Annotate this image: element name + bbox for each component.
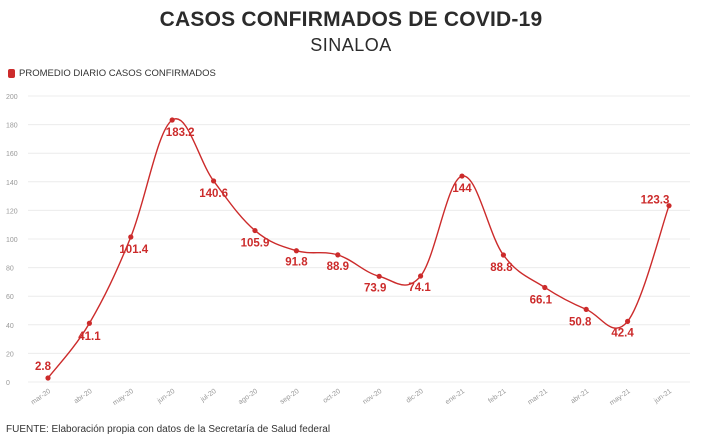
x-tick-label: jun-21 — [652, 388, 673, 406]
data-point — [625, 318, 631, 324]
x-tick-label: mar-21 — [527, 388, 549, 407]
y-tick-label: 160 — [6, 151, 18, 158]
data-point — [86, 320, 92, 326]
legend-swatch — [8, 69, 15, 78]
y-tick-label: 180 — [6, 123, 18, 130]
data-point — [293, 248, 299, 254]
data-point — [542, 284, 548, 291]
y-tick-label: 120 — [6, 208, 18, 215]
data-point — [666, 203, 672, 209]
data-label: 66.1 — [530, 294, 553, 306]
y-tick-label: 20 — [6, 351, 14, 358]
data-label: 50.8 — [569, 316, 592, 328]
data-label: 42.4 — [611, 327, 634, 339]
data-point — [500, 252, 506, 258]
x-tick-label: may-21 — [609, 388, 632, 407]
x-tick-label: ago-20 — [237, 388, 259, 406]
data-point — [335, 252, 341, 258]
y-tick-label: 40 — [6, 323, 14, 330]
data-label: 88.8 — [490, 262, 513, 274]
series-line — [47, 118, 670, 379]
data-label: 140.6 — [199, 188, 228, 200]
x-tick-label: ene-21 — [444, 388, 466, 406]
y-tick-label: 0 — [6, 380, 10, 387]
data-label: 2.8 — [35, 361, 52, 373]
x-tick-label: mar-20 — [30, 388, 52, 407]
data-label: 144 — [452, 183, 472, 195]
data-point — [45, 375, 51, 381]
x-tick-label: nov-20 — [362, 388, 384, 406]
data-point — [376, 273, 382, 279]
data-point — [459, 173, 465, 179]
data-point — [418, 273, 424, 279]
data-label: 41.1 — [78, 331, 101, 343]
data-label: 88.9 — [327, 261, 349, 273]
chart-title: CASOS CONFIRMADOS DE COVID-19 — [159, 8, 543, 31]
data-point — [128, 234, 134, 240]
y-tick-label: 100 — [6, 237, 18, 244]
y-tick-label: 60 — [6, 294, 14, 301]
data-point — [169, 117, 175, 123]
x-tick-label: feb-21 — [487, 388, 507, 405]
y-tick-label: 200 — [6, 94, 18, 101]
data-label: 123.3 — [641, 195, 670, 207]
data-label: 73.9 — [364, 282, 386, 294]
data-label: 74.1 — [408, 282, 431, 294]
chart-subtitle: SINALOA — [310, 35, 392, 55]
x-tick-label: abr-20 — [73, 388, 94, 405]
x-tick-label: oct-20 — [322, 388, 342, 405]
x-tick-label: jun-20 — [156, 388, 177, 406]
x-tick-label: sep-20 — [279, 388, 301, 406]
x-tick-label: may-20 — [112, 388, 135, 407]
x-tick-label: dic-20 — [405, 388, 425, 405]
y-tick-label: 140 — [6, 180, 18, 187]
data-label: 101.4 — [119, 244, 148, 256]
data-point — [252, 227, 258, 234]
data-point — [583, 306, 589, 312]
data-label: 183.2 — [166, 127, 195, 139]
data-label: 105.9 — [241, 238, 270, 250]
data-point — [211, 178, 217, 184]
source-note: FUENTE: Elaboración propia con datos de … — [6, 424, 331, 435]
legend-label: PROMEDIO DIARIO CASOS CONFIRMADOS — [19, 68, 216, 79]
x-tick-label: jul-20 — [199, 388, 218, 404]
x-tick-label: abr-21 — [570, 388, 591, 405]
legend: PROMEDIO DIARIO CASOS CONFIRMADOS — [8, 68, 216, 79]
data-label: 91.8 — [285, 257, 308, 269]
y-tick-label: 80 — [6, 266, 14, 273]
